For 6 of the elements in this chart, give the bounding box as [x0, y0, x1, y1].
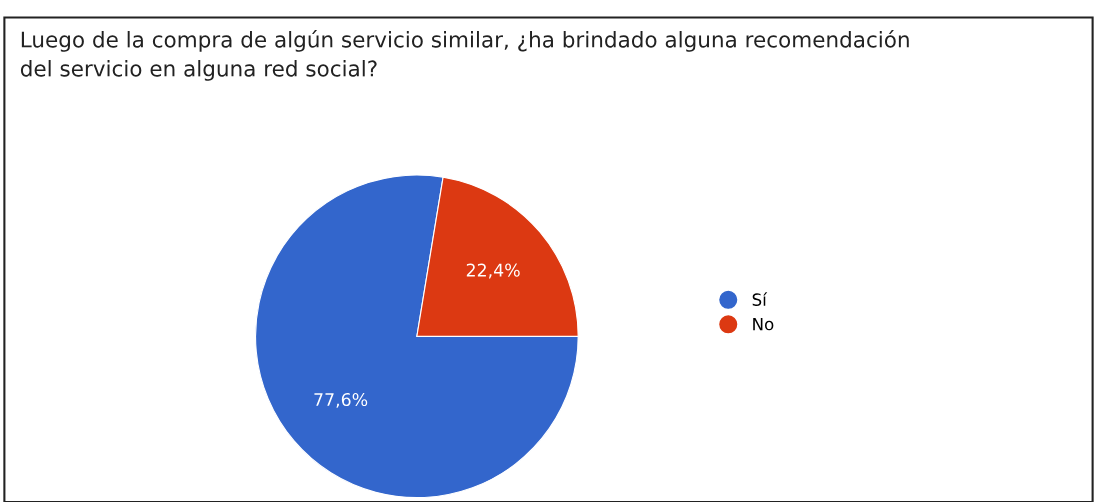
- pie-slice: [254, 174, 579, 499]
- data-label: 77,6%: [314, 392, 368, 408]
- legend-label: No: [753, 317, 774, 331]
- legend-label: Sí: [752, 292, 768, 306]
- chart-title: Luego de la compra de algún servicio similar, ¿ha brindado alguna recomendación del servicio en alguna red social?: [20, 30, 909, 81]
- data-label: 22,4%: [466, 263, 520, 279]
